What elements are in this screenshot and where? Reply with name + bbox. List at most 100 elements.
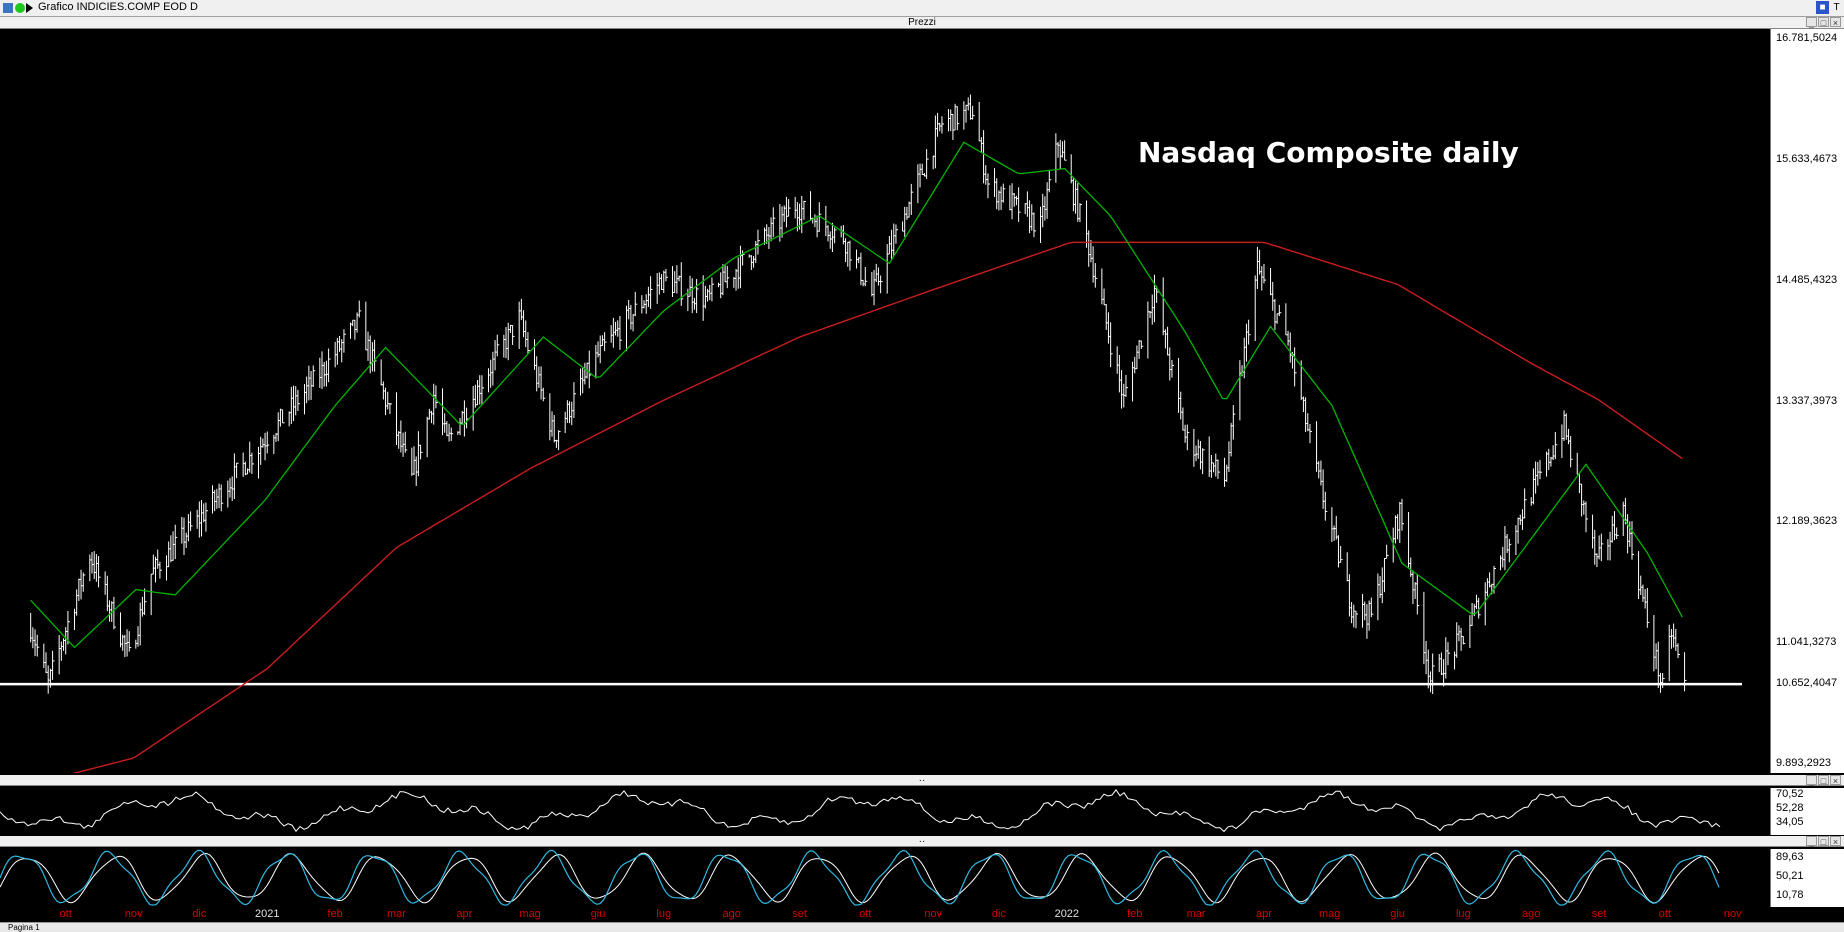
osc1-maximize-icon[interactable]: □ [1818, 775, 1829, 786]
ohlc-bar [413, 446, 417, 475]
oscillator1-chart[interactable] [0, 787, 1770, 834]
ohlc-bar [1362, 594, 1365, 628]
osc1-panel-header: ·· _ □ × [0, 775, 1844, 786]
ohlc-bar [610, 325, 614, 343]
ohlc-bar [214, 490, 217, 512]
ohlc-bar [1524, 488, 1527, 519]
window-menu-icon[interactable] [3, 3, 13, 13]
osc1-close-icon[interactable]: × [1830, 775, 1841, 786]
ohlc-bar [923, 173, 927, 177]
ohlc-bar [1563, 410, 1567, 441]
osc2-close-icon[interactable]: × [1830, 836, 1841, 847]
ohlc-bar [1305, 397, 1308, 432]
ohlc-bar [632, 314, 636, 332]
ohlc-bar [1607, 539, 1610, 561]
ohlc-bar [1366, 604, 1369, 639]
ohlc-bar [1287, 330, 1291, 346]
ohlc-bar [303, 384, 307, 415]
ohlc-bar [1546, 451, 1549, 477]
ohlc-bar [551, 411, 555, 437]
ohlc-bar [266, 431, 270, 454]
oscillator2-chart[interactable] [0, 848, 1770, 907]
ohlc-bar [1079, 203, 1082, 223]
price-panel-close-icon[interactable]: × [1830, 17, 1841, 28]
ohlc-bar [595, 344, 598, 379]
ohlc-bar [382, 381, 386, 400]
ohlc-bar [1629, 521, 1632, 547]
ohlc-bar [658, 272, 662, 295]
ohlc-bar [1408, 511, 1411, 568]
ohlc-bar [34, 629, 38, 657]
price-chart[interactable] [0, 29, 1770, 773]
ohlc-bar [1164, 329, 1168, 349]
price-panel-maximize-icon[interactable]: □ [1818, 17, 1829, 28]
y-tick-label: 13.337,3973 [1776, 394, 1838, 407]
ohlc-bar [814, 214, 817, 228]
ohlc-bar [540, 366, 544, 400]
ohlc-bar [365, 301, 368, 351]
ohlc-bar [1333, 525, 1337, 541]
ohlc-bar [1554, 432, 1558, 460]
play-arrow-icon[interactable] [26, 3, 33, 13]
ohlc-bar [599, 335, 603, 364]
ohlc-bar [1272, 281, 1275, 311]
ohlc-bar [1585, 501, 1588, 533]
ohlc-bar [523, 310, 526, 338]
ohlc-bar [1613, 511, 1617, 541]
ohlc-bar [93, 551, 97, 580]
ohlc-bar [1581, 483, 1584, 517]
ohlc-bar [227, 480, 230, 508]
ohlc-bar [956, 106, 960, 131]
ohlc-bar [908, 201, 912, 218]
ohlc-bar [619, 316, 622, 350]
ohlc-bar [159, 561, 162, 579]
ohlc-bar [1307, 413, 1310, 432]
ohlc-bar [1657, 641, 1661, 688]
ohlc-bar [954, 103, 958, 131]
ohlc-bar [1670, 629, 1674, 649]
ohlc-bar [354, 319, 357, 340]
ohlc-bar [1364, 601, 1367, 621]
osc2-minimize-icon[interactable]: _ [1806, 836, 1817, 847]
ohlc-bar [1502, 546, 1505, 568]
ohlc-bar [126, 629, 130, 657]
ohlc-bar [503, 334, 506, 358]
ohlc-bar [645, 294, 649, 314]
x-tick-label: set [792, 908, 807, 920]
ohlc-bar [601, 335, 605, 347]
ohlc-bar [720, 272, 723, 299]
ohlc-bar [1578, 472, 1582, 494]
window-restore-icon[interactable]: ■ [1816, 1, 1829, 14]
ohlc-bar [873, 269, 877, 306]
ohlc-bar [1489, 572, 1492, 588]
ohlc-bar [1232, 405, 1236, 440]
window-title: Grafico INDICIES.COMP EOD D [38, 1, 198, 13]
osc2-maximize-icon[interactable]: □ [1818, 836, 1829, 847]
ohlc-bar [288, 411, 292, 427]
window-titlebar: Grafico INDICIES.COMP EOD D ■ T [0, 0, 1844, 17]
price-panel-minimize-icon[interactable]: _ [1806, 17, 1817, 28]
ohlc-bar [113, 596, 116, 630]
ohlc-bar [1132, 361, 1135, 402]
ohlc-bar [1059, 139, 1063, 169]
ohlc-bar [689, 275, 693, 297]
ohlc-bar [216, 488, 219, 509]
window-options-icon[interactable]: T [1833, 2, 1840, 13]
ohlc-bar [1425, 640, 1429, 675]
ohlc-bar [722, 264, 725, 296]
ohlc-bar [1594, 529, 1597, 565]
x-tick-label: feb [1127, 908, 1143, 920]
ohlc-bar [525, 320, 528, 348]
ohlc-bar [612, 317, 616, 348]
ohlc-bar [553, 415, 557, 443]
ohlc-bar [735, 268, 739, 291]
ohlc-bar [1318, 461, 1321, 479]
ohlc-bar [1026, 191, 1030, 217]
ohlc-bar [1110, 322, 1113, 368]
osc2-panel-header: ·· _ □ × [0, 836, 1844, 847]
ohlc-bar [1123, 383, 1126, 408]
ohlc-bar [757, 229, 760, 255]
ohlc-bar [1125, 374, 1128, 397]
ohlc-bar [490, 359, 493, 388]
osc1-minimize-icon[interactable]: _ [1806, 775, 1817, 786]
